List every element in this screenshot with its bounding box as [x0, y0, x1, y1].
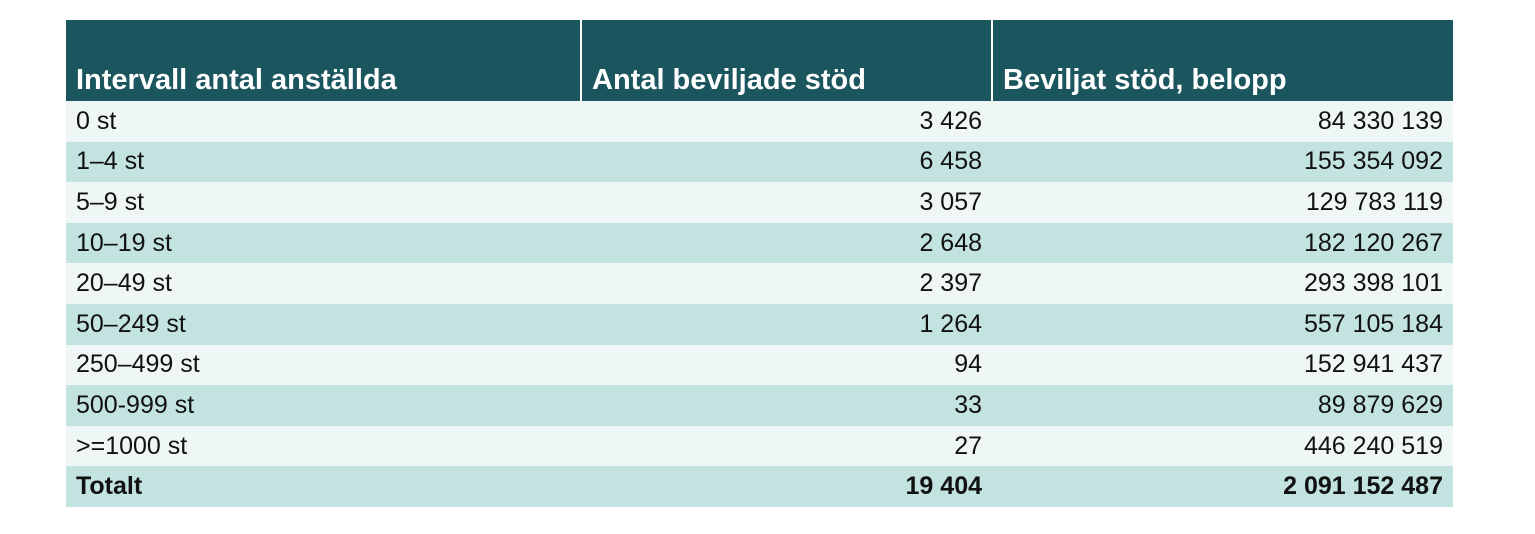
cell-amount: 293 398 101: [992, 263, 1453, 304]
cell-interval: 20–49 st: [66, 263, 581, 304]
header-interval: Intervall antal anställda: [66, 20, 581, 101]
cell-amount: 155 354 092: [992, 141, 1453, 183]
cell-interval: 10–19 st: [66, 222, 581, 264]
cell-count: 2 648: [581, 222, 992, 264]
table-row: 500-999 st 33 89 879 629: [66, 385, 1453, 426]
table-header: Intervall antal anställda Antal beviljad…: [66, 20, 1453, 101]
cell-count: 94: [581, 344, 992, 386]
header-amount: Beviljat stöd, belopp: [991, 20, 1453, 101]
cell-amount: 557 105 184: [992, 303, 1453, 345]
grants-table: Intervall antal anställda Antal beviljad…: [66, 20, 1453, 507]
cell-interval: 1–4 st: [66, 141, 581, 183]
table-row: 20–49 st 2 397 293 398 101: [66, 263, 1453, 304]
cell-interval: 0 st: [66, 101, 581, 142]
cell-interval: >=1000 st: [66, 425, 581, 467]
cell-count: 27: [581, 425, 992, 467]
cell-amount: 182 120 267: [992, 222, 1453, 264]
total-amount: 2 091 152 487: [992, 466, 1453, 507]
table-body: 0 st 3 426 84 330 139 1–4 st 6 458 155 3…: [66, 101, 1453, 507]
table-row: 250–499 st 94 152 941 437: [66, 344, 1453, 386]
cell-count: 3 426: [581, 101, 992, 142]
cell-amount: 152 941 437: [992, 344, 1453, 386]
table-row: 10–19 st 2 648 182 120 267: [66, 222, 1453, 264]
table-row: 50–249 st 1 264 557 105 184: [66, 303, 1453, 345]
cell-count: 2 397: [581, 263, 992, 304]
total-row: Totalt 19 404 2 091 152 487: [66, 466, 1453, 507]
total-label: Totalt: [66, 466, 581, 507]
table-row: >=1000 st 27 446 240 519: [66, 425, 1453, 467]
header-row: Intervall antal anställda Antal beviljad…: [66, 20, 1453, 101]
cell-interval: 250–499 st: [66, 344, 581, 386]
header-count: Antal beviljade stöd: [580, 20, 992, 101]
cell-interval: 5–9 st: [66, 182, 581, 223]
cell-count: 33: [581, 385, 992, 426]
cell-amount: 84 330 139: [992, 101, 1453, 142]
cell-count: 1 264: [581, 303, 992, 345]
cell-count: 3 057: [581, 182, 992, 223]
table-row: 1–4 st 6 458 155 354 092: [66, 141, 1453, 183]
cell-amount: 446 240 519: [992, 425, 1453, 467]
table-row: 5–9 st 3 057 129 783 119: [66, 182, 1453, 223]
cell-amount: 129 783 119: [992, 182, 1453, 223]
cell-interval: 50–249 st: [66, 303, 581, 345]
cell-count: 6 458: [581, 141, 992, 183]
cell-interval: 500-999 st: [66, 385, 581, 426]
total-count: 19 404: [581, 466, 992, 507]
cell-amount: 89 879 629: [992, 385, 1453, 426]
table-row: 0 st 3 426 84 330 139: [66, 101, 1453, 142]
